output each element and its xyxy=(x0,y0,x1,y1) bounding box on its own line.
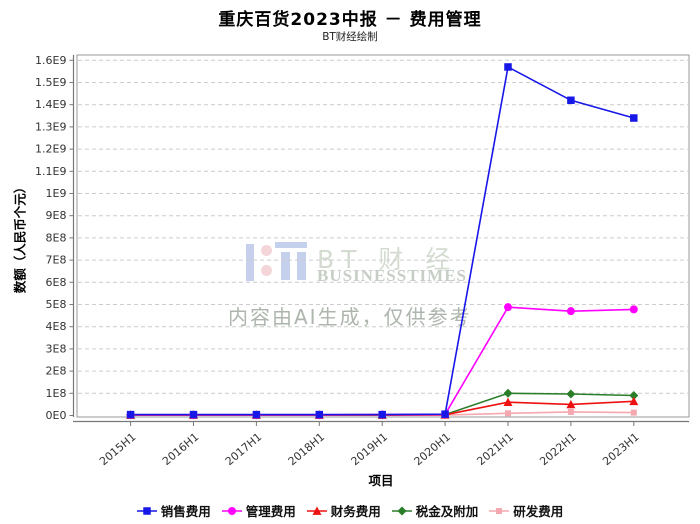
legend-marker-admin xyxy=(221,506,242,515)
plot-frame xyxy=(76,54,690,418)
x-tick-label-2018H1: 2018H1 xyxy=(286,430,327,468)
y-tick-label-1E8: 1E8 xyxy=(46,387,67,400)
y-tick-label-6E8: 6E8 xyxy=(46,276,67,289)
legend-marker-sales xyxy=(136,506,157,515)
y-tick-label-8E8: 8E8 xyxy=(46,231,67,244)
watermark-logo-dot xyxy=(261,265,272,276)
marker-sales xyxy=(378,410,386,419)
watermark-brand-sub: BUSINESSTIMES xyxy=(317,266,468,285)
marker-sales xyxy=(567,96,575,105)
y-tick-label-1.6E9: 1.6E9 xyxy=(35,54,66,67)
watermark-logo xyxy=(246,242,310,282)
marker-finance xyxy=(503,397,513,407)
x-tick-label-2021H1: 2021H1 xyxy=(474,430,515,468)
marker-rd xyxy=(567,408,574,415)
marker-sales xyxy=(126,410,135,419)
x-axis-label: 项目 xyxy=(368,473,394,488)
marker-sales xyxy=(252,410,261,419)
marker-admin xyxy=(566,307,575,316)
watermark-brand: BT 财 经 xyxy=(317,245,458,274)
y-axis-label: 数额（人民币个元） xyxy=(12,180,28,294)
y-tick-label-9E8: 9E8 xyxy=(46,209,67,222)
legend-label-sales: 销售费用 xyxy=(160,504,211,519)
chart-subtitle: BT财经绘制 xyxy=(322,31,378,43)
legend-item-rd: 研发费用 xyxy=(489,501,563,520)
y-tick-label-1.3E9: 1.3E9 xyxy=(35,120,66,133)
marker-admin xyxy=(629,305,638,314)
series-line-admin xyxy=(130,306,634,416)
marker-finance xyxy=(629,396,639,406)
marker-sales xyxy=(630,114,638,122)
legend-marker-tax xyxy=(391,506,412,515)
marker-tax xyxy=(503,388,513,398)
marker-sales xyxy=(504,63,512,71)
x-tick-label-2023H1: 2023H1 xyxy=(600,430,641,468)
marker-tax xyxy=(566,389,576,399)
y-tick-label-1.5E9: 1.5E9 xyxy=(35,76,66,89)
x-tick-label-2016H1: 2016H1 xyxy=(160,430,201,468)
series-line-sales xyxy=(130,65,635,416)
watermark-logo-bar xyxy=(246,244,254,281)
x-tick-label-2015H1: 2015H1 xyxy=(97,430,138,468)
legend-label-finance: 财务费用 xyxy=(330,504,381,519)
legend-label-admin: 管理费用 xyxy=(245,504,296,519)
y-tick-label-1E9: 1E9 xyxy=(46,187,67,200)
x-tick-label-2019H1: 2019H1 xyxy=(349,430,390,468)
legend-label-rd: 研发费用 xyxy=(513,504,564,519)
y-tick-label-1.2E9: 1.2E9 xyxy=(35,143,66,156)
legend: 销售费用 管理费用 财务费用 税金及附加 研发费用 xyxy=(0,501,700,520)
y-tick-label-1.1E9: 1.1E9 xyxy=(35,165,66,178)
y-tick-label-7E8: 7E8 xyxy=(46,254,67,267)
y-tick-label-3E8: 3E8 xyxy=(46,342,67,355)
legend-item-finance: 财务费用 xyxy=(306,501,381,520)
y-tick-label-4E8: 4E8 xyxy=(46,320,67,333)
marker-sales xyxy=(441,410,449,418)
legend-marker-rd xyxy=(489,507,510,514)
legend-label-tax: 税金及附加 xyxy=(415,504,479,519)
watermark-ai-notice: 内容由AI生成，仅供参考 xyxy=(228,305,472,329)
marker-tax xyxy=(629,391,639,401)
marker-sales xyxy=(189,410,198,419)
watermark-logo-bar xyxy=(275,242,307,248)
marker-admin xyxy=(504,303,512,312)
y-tick-label-1.4E9: 1.4E9 xyxy=(35,98,66,111)
y-tick-label-5E8: 5E8 xyxy=(46,298,67,311)
legend-item-admin: 管理费用 xyxy=(221,501,296,520)
x-tick-label-2017H1: 2017H1 xyxy=(223,430,264,468)
legend-marker-finance xyxy=(306,506,327,515)
chart-title: 重庆百货2023中报 － 费用管理 xyxy=(218,10,482,30)
watermark-logo-bar xyxy=(281,252,290,280)
watermark-logo-dot xyxy=(261,245,272,256)
legend-item-tax: 税金及附加 xyxy=(391,501,479,520)
y-tick-label-2E8: 2E8 xyxy=(46,365,67,378)
x-tick-label-2022H1: 2022H1 xyxy=(537,430,578,468)
marker-rd xyxy=(505,410,511,417)
y-tick-label-0E0: 0E0 xyxy=(46,409,67,422)
marker-sales xyxy=(315,410,324,419)
marker-finance xyxy=(566,399,576,409)
x-tick-label-2020H1: 2020H1 xyxy=(412,430,453,468)
watermark-logo-bar xyxy=(297,252,306,280)
legend-item-sales: 销售费用 xyxy=(136,501,211,520)
marker-rd xyxy=(630,409,637,416)
